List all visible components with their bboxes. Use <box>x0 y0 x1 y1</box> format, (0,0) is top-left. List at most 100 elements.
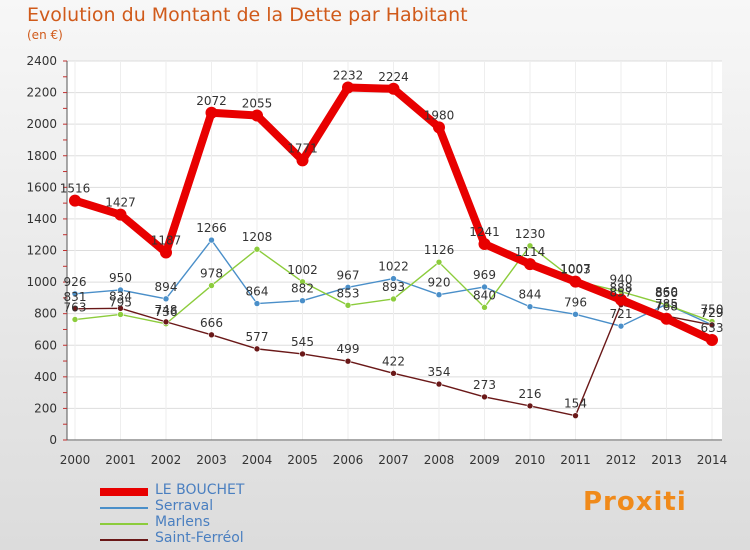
data-point-serraval <box>253 300 261 307</box>
data-label-saint-ferr-ol: 666 <box>200 316 223 330</box>
data-label-saint-ferr-ol: 154 <box>564 397 587 411</box>
data-label-serraval: 721 <box>610 307 633 321</box>
data-point-saint-ferr-ol <box>572 412 579 419</box>
data-point-marlens <box>344 301 352 309</box>
x-tick-label: 2000 <box>60 453 91 467</box>
data-label-serraval: 926 <box>64 275 87 289</box>
data-label-marlens: 763 <box>64 301 87 315</box>
data-point-marlens <box>526 242 534 250</box>
legend-item-saint-ferreol: Saint-Ferréol <box>100 530 320 548</box>
y-tick-label: 400 <box>34 370 57 384</box>
x-tick-label: 2002 <box>151 453 182 467</box>
data-point-le-bouchet <box>69 194 81 207</box>
data-label-saint-ferr-ol: 216 <box>519 387 542 401</box>
data-label-le-bouchet: 1187 <box>151 234 182 248</box>
data-point-serraval <box>526 303 534 311</box>
data-label-le-bouchet: 1980 <box>424 108 455 122</box>
data-label-marlens: 1126 <box>424 243 455 257</box>
data-point-marlens <box>663 301 670 309</box>
legend-label-serraval: Serraval <box>155 498 214 514</box>
legend-swatch-serraval <box>100 507 148 509</box>
data-label-le-bouchet: 2232 <box>333 69 364 83</box>
legend-swatch-le-bouchet <box>100 488 148 496</box>
axes: 0 200 400 600 800 1000 1200 1400 1600 1800 2000 220… <box>26 54 727 467</box>
data-point-saint-ferr-ol <box>162 318 170 326</box>
legend-label-saint-ferreol: Saint-Ferréol <box>155 530 244 546</box>
data-label-serraval: 844 <box>519 288 542 302</box>
data-point-serraval <box>117 286 124 294</box>
data-label-saint-ferr-ol: 422 <box>382 354 405 368</box>
data-point-le-bouchet <box>114 208 127 221</box>
data-label-saint-ferr-ol: 834 <box>109 289 132 303</box>
x-tick-label: 2014 <box>697 453 728 467</box>
data-label-marlens: 1002 <box>287 263 318 277</box>
data-label-serraval: 729 <box>701 306 724 320</box>
data-label-saint-ferr-ol: 499 <box>337 342 360 356</box>
data-label-marlens: 1007 <box>560 262 591 276</box>
proxiti-logo: Proxiti <box>583 487 687 517</box>
data-point-le-bouchet <box>160 246 172 259</box>
data-label-saint-ferr-ol: 273 <box>473 378 496 392</box>
data-label-le-bouchet: 2072 <box>196 94 227 108</box>
data-label-saint-ferr-ol: 354 <box>428 365 451 379</box>
data-point-saint-ferr-ol <box>71 305 79 313</box>
data-label-marlens: 750 <box>701 303 724 317</box>
legend-item-serraval: Serraval <box>100 498 320 516</box>
data-label-le-bouchet: 1771 <box>287 141 318 155</box>
data-label-marlens: 853 <box>337 286 360 300</box>
data-label-saint-ferr-ol: 831 <box>64 290 87 304</box>
legend-label-le-bouchet: LE BOUCHET <box>155 482 245 498</box>
data-point-marlens <box>253 245 261 253</box>
data-point-le-bouchet <box>387 82 400 95</box>
data-label-serraval: 967 <box>337 268 360 282</box>
legend-label-marlens: Marlens <box>155 514 211 530</box>
data-point-le-bouchet <box>660 312 673 325</box>
data-label-serraval: 860 <box>655 285 678 299</box>
data-label-le-bouchet: 768 <box>655 300 678 314</box>
data-label-marlens: 840 <box>473 288 496 302</box>
data-point-serraval <box>481 283 488 291</box>
data-label-le-bouchet: 2224 <box>378 70 409 84</box>
x-tick-label: 2005 <box>287 453 318 467</box>
y-tick-label: 2000 <box>26 117 57 131</box>
data-point-serraval <box>617 322 625 330</box>
y-tick-label: 2200 <box>26 86 57 100</box>
data-point-serraval <box>71 290 79 298</box>
y-tick-label: 800 <box>34 307 57 321</box>
y-tick-label: 1200 <box>26 244 57 258</box>
y-tick-label: 600 <box>34 338 57 352</box>
data-label-saint-ferr-ol: 577 <box>246 330 269 344</box>
data-label-serraval: 894 <box>155 280 178 294</box>
data-label-marlens: 856 <box>655 286 678 300</box>
data-label-saint-ferr-ol: 857 <box>610 286 633 300</box>
x-tick-label: 2013 <box>651 453 682 467</box>
y-tick-label: 0 <box>49 433 57 447</box>
y-tick-label: 1000 <box>26 275 57 289</box>
data-point-le-bouchet <box>478 238 491 251</box>
data-label-serraval: 1022 <box>378 260 409 274</box>
data-point-saint-ferr-ol <box>481 393 488 401</box>
data-point-marlens <box>299 278 306 286</box>
data-point-marlens <box>481 304 488 311</box>
data-point-marlens <box>117 311 124 318</box>
x-tick-label: 2004 <box>242 453 273 467</box>
series-group <box>69 81 718 419</box>
data-label-marlens: 940 <box>610 273 633 287</box>
data-point-le-bouchet <box>205 106 218 119</box>
data-label-marlens: 978 <box>200 267 223 281</box>
data-point-saint-ferr-ol <box>390 370 397 377</box>
data-point-marlens <box>71 316 79 323</box>
y-tick-label: 1800 <box>26 149 57 163</box>
data-point-le-bouchet <box>524 258 536 271</box>
data-point-saint-ferr-ol <box>208 331 215 339</box>
data-label-le-bouchet: 1427 <box>105 196 136 210</box>
data-label-le-bouchet: 633 <box>701 321 724 335</box>
data-label-serraval: 1266 <box>196 221 227 235</box>
chart-title: Evolution du Montant de la Dette par Hab… <box>27 4 468 26</box>
data-point-serraval <box>344 283 352 291</box>
chart-subtitle: (en €) <box>27 28 63 42</box>
data-label-le-bouchet: 1516 <box>60 182 91 196</box>
x-tick-label: 2009 <box>469 453 500 467</box>
data-label-marlens: 795 <box>109 295 132 309</box>
